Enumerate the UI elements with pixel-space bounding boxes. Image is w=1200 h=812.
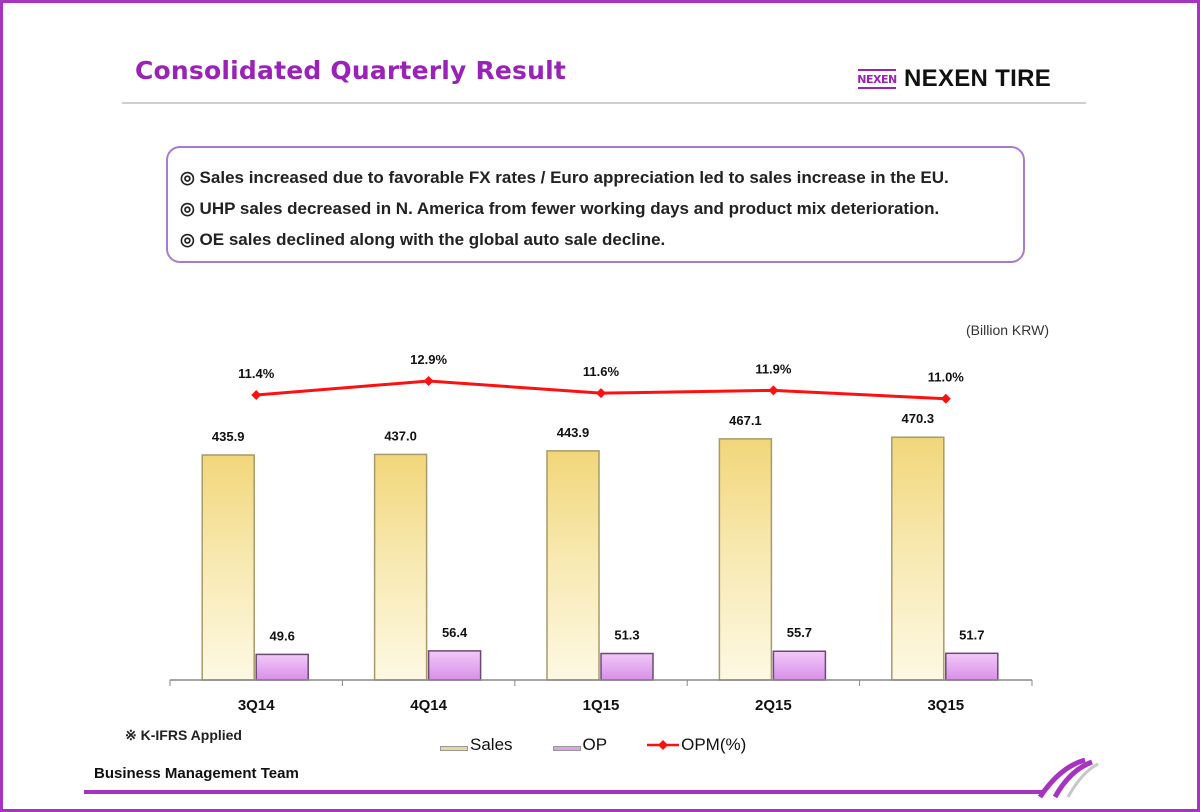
opm-marker-icon	[596, 388, 606, 399]
op-bar	[255, 653, 309, 681]
kifrs-note: ※ K-IFRS Applied	[125, 727, 242, 743]
bar-group	[201, 436, 999, 681]
legend-op: OP	[552, 735, 608, 755]
op-bar	[600, 652, 654, 681]
opm-marker-icon	[768, 385, 779, 396]
opm-marker-icon	[423, 376, 434, 386]
summary-box: ◎ Sales increased due to favorable FX ra…	[166, 146, 1025, 263]
sales-bar	[891, 436, 945, 681]
op-bar	[427, 650, 482, 681]
legend-sales: Sales	[440, 735, 513, 755]
title-divider	[122, 102, 1086, 104]
opm-marker-icon	[940, 393, 951, 404]
op-value-label: 49.6	[270, 628, 295, 643]
legend-opm-label: OPM(%)	[681, 735, 747, 754]
op-value-label: 56.4	[442, 625, 468, 640]
team-label: Business Management Team	[94, 765, 299, 782]
summary-bullet: ◎ UHP sales decreased in N. America from…	[180, 199, 940, 218]
sales-value-label: 467.1	[729, 413, 762, 428]
sales-value-label: 435.9	[212, 429, 245, 444]
opm-line-swatch-icon	[647, 740, 680, 750]
op-swatch-icon	[552, 746, 581, 751]
logo-text: NEXEN TIRE	[904, 65, 1052, 92]
category-label: 3Q14	[238, 697, 275, 714]
sales-bar	[201, 454, 255, 681]
opm-marker-icon	[251, 390, 262, 400]
sales-value-label: 443.9	[557, 425, 590, 440]
sales-value-label: 437.0	[384, 428, 417, 443]
category-label: 4Q14	[410, 697, 447, 714]
page-title: Consolidated Quarterly Result	[135, 56, 567, 85]
opm-value-label: 11.0%	[928, 370, 965, 385]
nexen-logo-icon: NEXEN	[857, 69, 897, 89]
sales-bar	[718, 438, 773, 681]
op-value-label: 55.7	[787, 625, 812, 640]
op-value-label: 51.7	[959, 627, 984, 642]
summary-bullet: ◎ Sales increased due to favorable FX ra…	[180, 168, 949, 187]
x-axis: 3Q14 4Q14 1Q15 2Q15 3Q15	[169, 679, 1033, 714]
sales-bar	[373, 453, 428, 681]
opm-value-label: 11.4%	[238, 366, 275, 381]
category-label: 3Q15	[927, 697, 964, 714]
opm-value-label: 11.6%	[583, 364, 620, 379]
opm-value-label: 11.9%	[755, 361, 792, 376]
op-bar	[945, 652, 999, 681]
data-labels: 435.9 49.6 11.4% 437.0 56.4 12.9% 443.9 51.3 11.…	[212, 352, 985, 643]
nexen-logo: NEXEN NEXEN TIRE	[857, 65, 1052, 93]
chart-legend: Sales OP OPM(%)	[440, 735, 786, 755]
opm-value-label: 12.9%	[410, 352, 447, 367]
summary-bullet: ◎ OE sales declined along with the globa…	[180, 230, 666, 249]
op-value-label: 51.3	[614, 628, 639, 643]
road-logo-icon	[1037, 757, 1099, 799]
category-label: 1Q15	[583, 697, 620, 714]
sales-swatch-icon	[440, 746, 468, 751]
sales-bar	[546, 450, 600, 681]
opm-line	[251, 376, 951, 404]
unit-label: (Billion KRW)	[966, 322, 1049, 338]
footer-divider	[84, 790, 1044, 794]
legend-sales-label: Sales	[470, 735, 513, 754]
sales-value-label: 470.3	[902, 411, 935, 426]
op-bar	[772, 650, 827, 681]
category-label: 2Q15	[755, 697, 792, 714]
legend-op-label: OP	[582, 735, 608, 754]
legend-opm: OPM(%)	[647, 735, 746, 755]
